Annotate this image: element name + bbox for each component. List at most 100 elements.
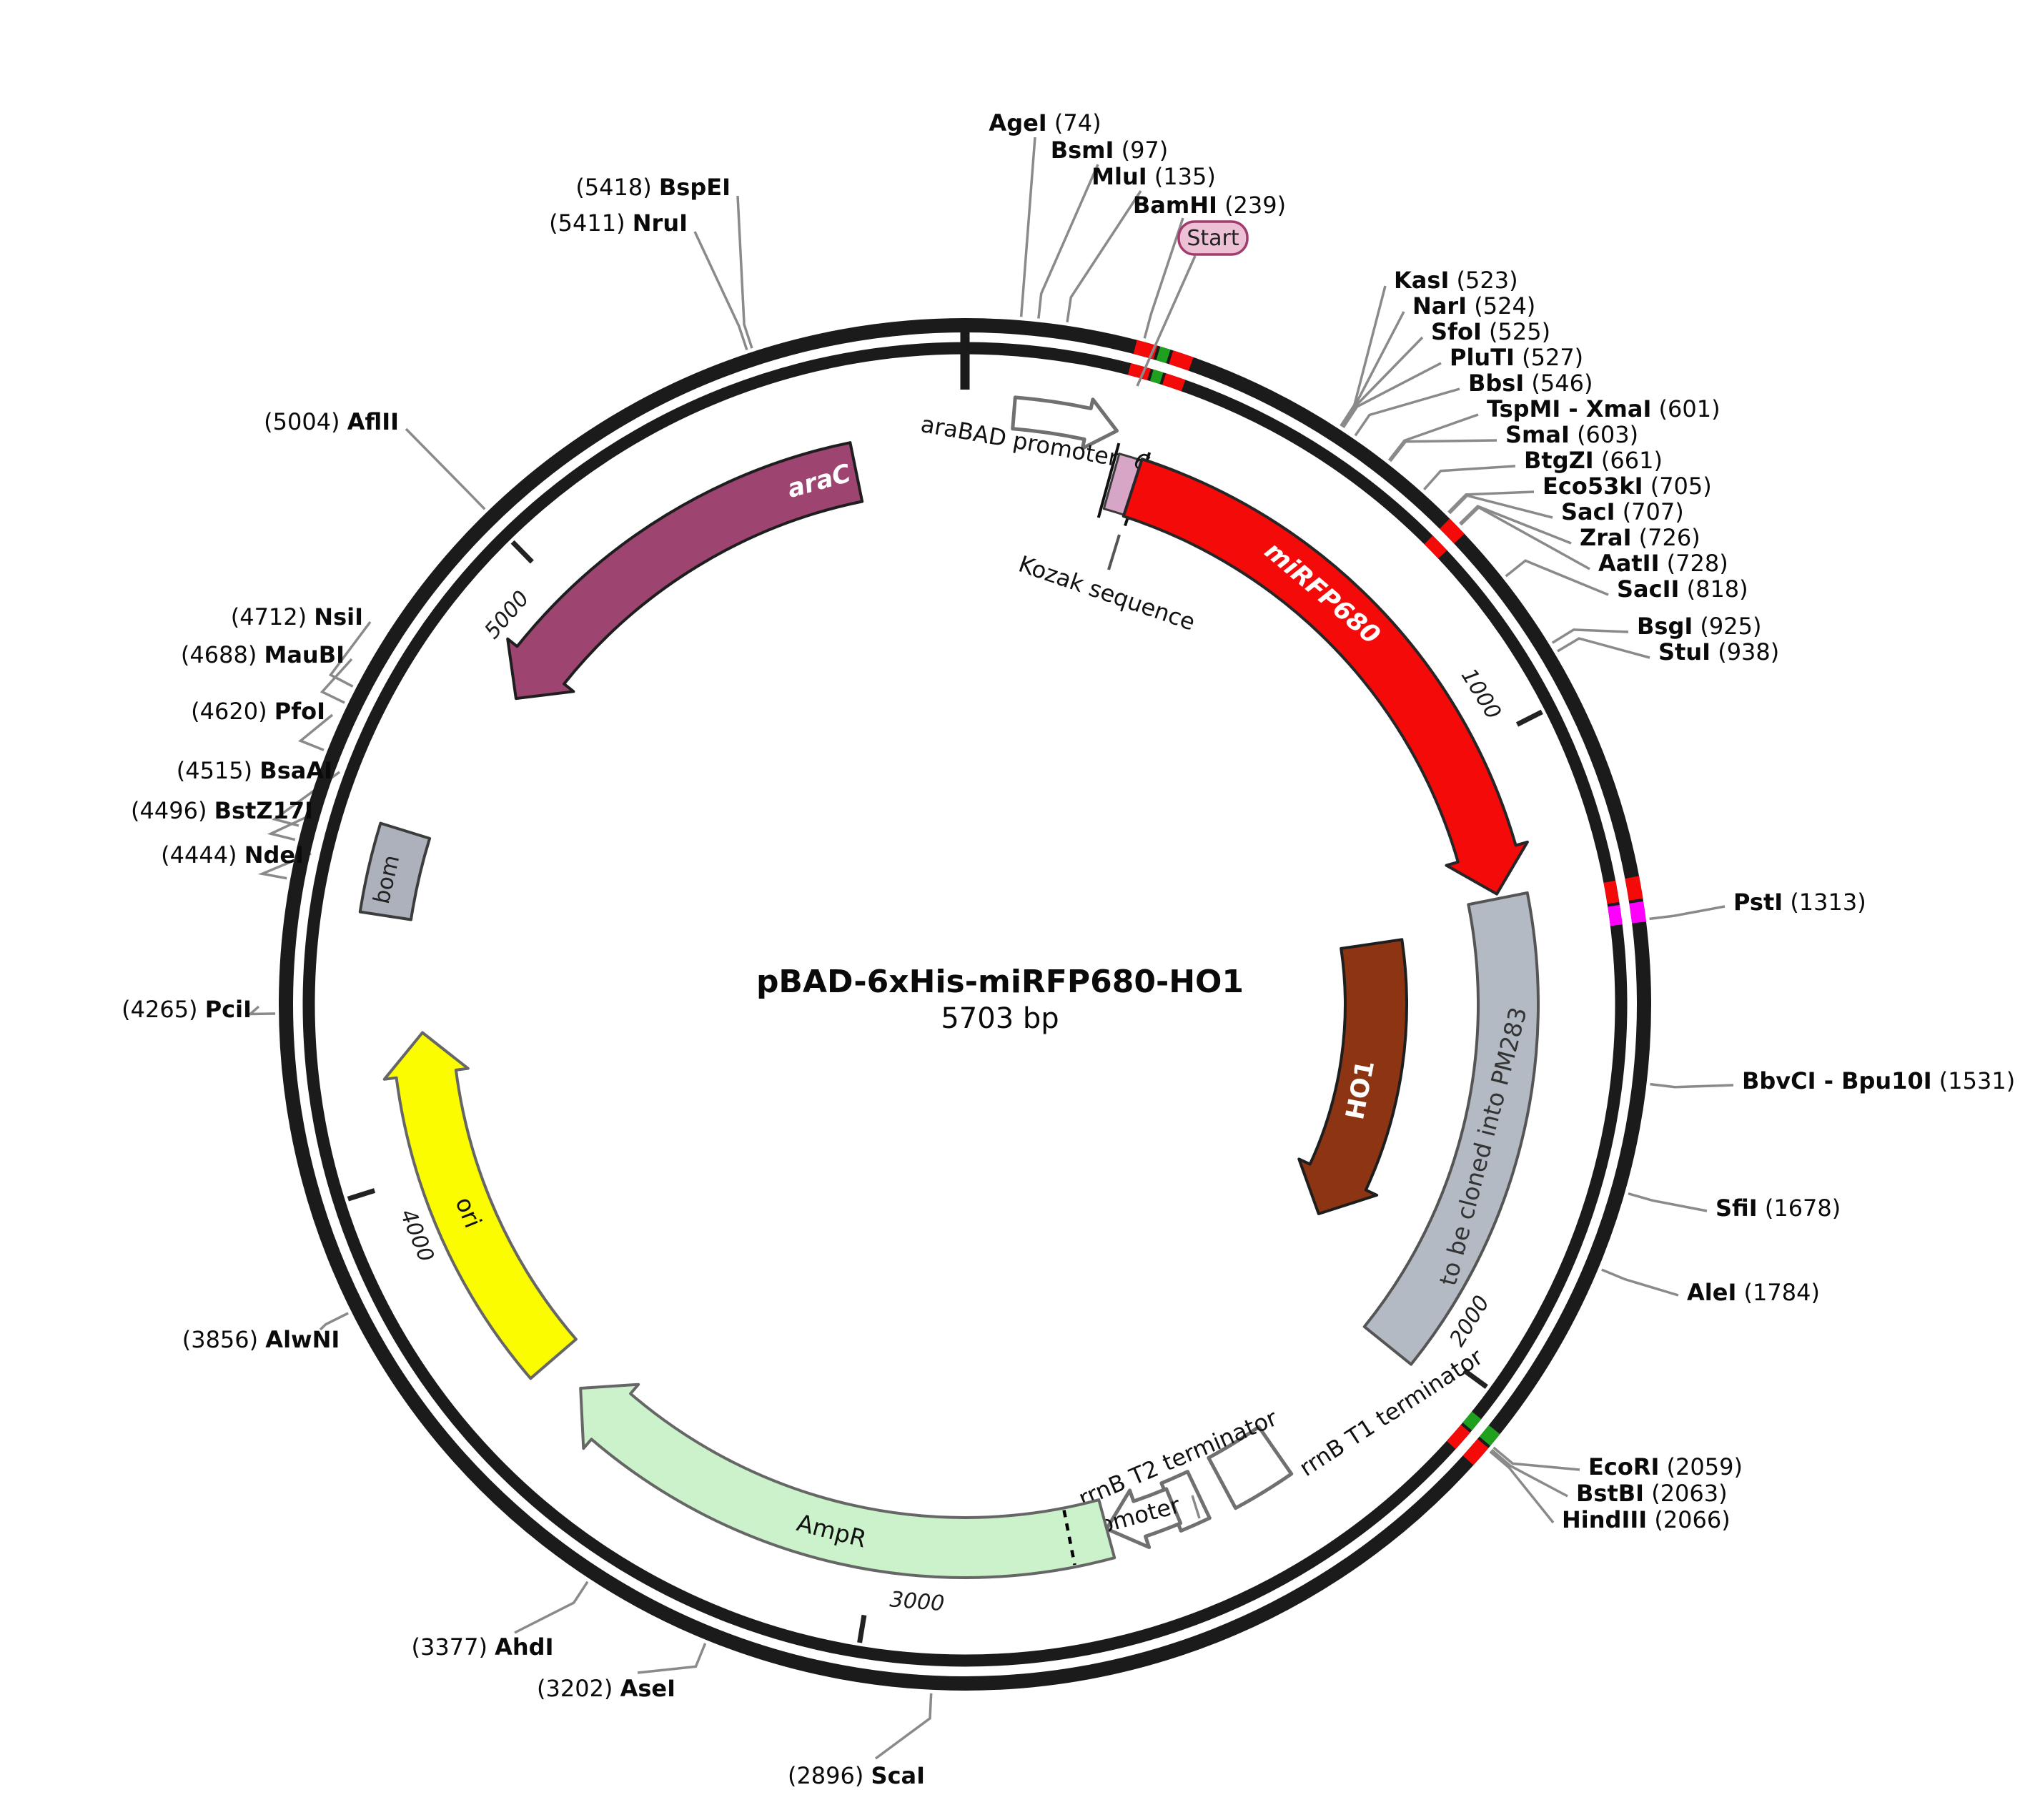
site-position: (4620) <box>191 698 274 725</box>
start-leader <box>1136 255 1197 387</box>
site-label-TspMI - XmaI: TspMI - XmaI (601) <box>1487 395 1720 422</box>
site-position: (97) <box>1114 137 1168 164</box>
site-position: (2066) <box>1647 1506 1731 1533</box>
site-name: Eco53kI <box>1543 473 1643 500</box>
site-name: MauBI <box>264 641 345 668</box>
site-name: SmaI <box>1505 421 1570 448</box>
leader-AleI <box>1601 1268 1679 1297</box>
site-marker <box>1162 373 1186 392</box>
site-position: (5004) <box>264 408 347 435</box>
site-name: BbvCI - Bpu10I <box>1742 1067 1932 1094</box>
site-label-AhdI: (3377) AhdI <box>412 1633 554 1661</box>
leader-AatII <box>1460 505 1590 570</box>
site-position: (2059) <box>1659 1453 1743 1480</box>
feature-shape-to-be-cloned-into-PM283 <box>1362 891 1540 1366</box>
feature-HO1: HO1 <box>1297 938 1408 1215</box>
feature-shape-rrnB-T1-terminator <box>1207 1425 1294 1510</box>
site-label-BspEI: (5418) BspEI <box>575 174 731 201</box>
site-label-BsmI: BsmI (97) <box>1051 137 1169 164</box>
site-name: PluTI <box>1450 344 1515 371</box>
site-label-StuI: StuI (938) <box>1658 638 1779 666</box>
site-marker <box>1169 350 1194 371</box>
kozak-label: Kozak sequence <box>1015 550 1199 636</box>
site-name: NdeI <box>244 841 304 869</box>
site-label-HindIII: HindIII (2066) <box>1562 1506 1731 1533</box>
site-label-PciI: (4265) PciI <box>122 996 252 1023</box>
site-label-PfoI: (4620) PfoI <box>191 698 325 725</box>
site-name: BamHI <box>1133 192 1217 219</box>
site-label-BbsI: BbsI (546) <box>1468 370 1593 397</box>
site-marker <box>1608 904 1623 926</box>
site-position: (1531) <box>1932 1067 2016 1094</box>
site-label-MauBI: (4688) MauBI <box>181 641 345 668</box>
site-position: (4688) <box>181 641 264 668</box>
site-position: (3856) <box>182 1326 266 1353</box>
site-position: (726) <box>1631 524 1700 551</box>
site-label-BbvCI - Bpu10I: BbvCI - Bpu10I (1531) <box>1742 1067 2015 1094</box>
site-name: BsmI <box>1051 137 1114 164</box>
site-name: HindIII <box>1562 1506 1647 1533</box>
tick-label-1000: 1000 <box>1456 664 1506 723</box>
site-label-ZraI: ZraI (726) <box>1580 524 1700 551</box>
leader-NruI <box>693 231 748 351</box>
leader-AflII <box>405 427 486 510</box>
plasmid-size: 5703 bp <box>941 1002 1059 1035</box>
site-position: (4515) <box>177 757 260 784</box>
plasmid-title: pBAD-6xHis-miRFP680-HO1 <box>756 964 1244 1000</box>
leader-PluTI <box>1342 362 1442 429</box>
site-name: BsaAI <box>259 757 332 784</box>
leader-BstBI <box>1490 1448 1568 1498</box>
site-marker <box>1133 340 1158 360</box>
leader-TspMI - XmaI <box>1387 413 1479 461</box>
leader-AgeI <box>1019 137 1036 317</box>
site-name: SfoI <box>1431 318 1482 345</box>
feature-shape-araBAD-promoter <box>1011 395 1119 450</box>
site-name: SacI <box>1561 498 1615 525</box>
tick-5000 <box>510 540 534 564</box>
site-marker <box>1603 880 1620 904</box>
leader-HindIII <box>1489 1450 1555 1524</box>
tag-edge-line <box>1096 442 1121 518</box>
leader-BamHI <box>1143 217 1184 339</box>
leader-BbsI <box>1354 387 1460 437</box>
leader-SacI <box>1448 494 1553 519</box>
site-label-SmaI: SmaI (603) <box>1505 421 1638 448</box>
site-name: SacII <box>1617 575 1679 603</box>
site-name: BstBI <box>1576 1480 1644 1507</box>
site-name: BtgZI <box>1524 447 1594 474</box>
site-name: AgeI <box>989 109 1046 137</box>
site-marker <box>1462 1411 1482 1430</box>
tick-label-3000: 3000 <box>889 1587 946 1616</box>
feature-boundary-dash <box>1062 1510 1076 1566</box>
feature-shape-HO1 <box>1297 938 1408 1215</box>
kozak-tick <box>1107 534 1121 570</box>
leader-lines <box>247 137 1734 1760</box>
feature-shape-AmpR <box>579 1383 1117 1579</box>
site-label-PstI: PstI (1313) <box>1733 889 1866 916</box>
site-position: (5411) <box>549 209 633 237</box>
site-position: (1313) <box>1783 889 1866 916</box>
feature-bom: bom <box>358 821 432 921</box>
leader-SfiI <box>1628 1192 1708 1212</box>
site-position: (135) <box>1147 163 1216 190</box>
site-position: (818) <box>1679 575 1748 603</box>
site-name: NsiI <box>314 603 363 630</box>
leader-BsmI <box>1037 164 1099 319</box>
site-marker <box>1625 876 1643 901</box>
site-label-SacI: SacI (707) <box>1561 498 1684 525</box>
leader-PciI <box>247 1005 276 1016</box>
site-label-PluTI: PluTI (527) <box>1450 344 1583 371</box>
site-name: ScaI <box>871 1762 926 1789</box>
start-badge-label: Start <box>1187 226 1239 251</box>
leader-SacII <box>1505 559 1609 596</box>
site-label-ScaI: (2896) ScaI <box>788 1762 925 1789</box>
feature-AmpR: AmpR <box>579 1383 1117 1579</box>
site-name: BsgI <box>1637 613 1693 640</box>
site-position: (74) <box>1047 109 1101 137</box>
feature-leader <box>1191 1495 1201 1519</box>
site-name: StuI <box>1658 638 1710 666</box>
feature-shape-ori <box>382 1031 578 1380</box>
site-name: NarI <box>1412 292 1467 320</box>
